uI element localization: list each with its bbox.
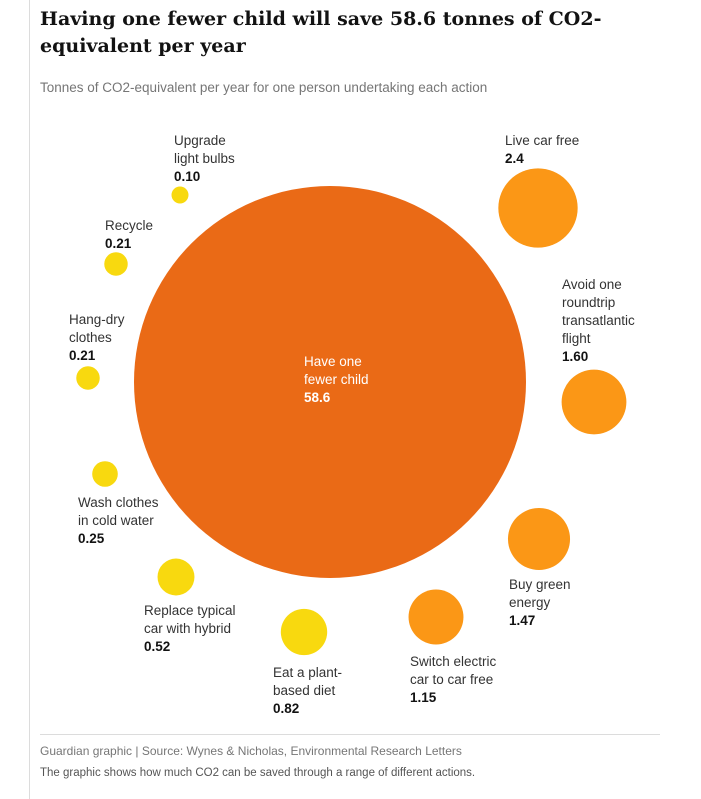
value-avoid-one-roundtrip-transatlantic-flight: 1.60 (562, 349, 588, 364)
value-upgrade-light-bulbs: 0.10 (174, 169, 200, 184)
bubble-switch-electric-car-to-car-free (408, 589, 464, 645)
label-live-car-free: Live car free (505, 133, 579, 148)
bubble-recycle (104, 252, 128, 276)
chart-note: The graphic shows how much CO2 can be sa… (40, 767, 476, 779)
bubble-replace-typical-car-with-hybrid (157, 558, 195, 596)
bubble-chart: Have one fewer child 58.6 Live car free 2.4 A… (69, 133, 635, 716)
bubble-avoid-one-roundtrip-transatlantic-flight (561, 369, 627, 435)
bubble-buy-green-energy (507, 507, 571, 571)
label-have-one-fewer-child: Have one fewer child (304, 354, 369, 387)
left-rule (29, 0, 30, 799)
value-eat-a-plant-based-diet: 0.82 (273, 701, 299, 716)
value-recycle: 0.21 (105, 236, 132, 251)
label-replace-typical-car-with-hybrid: Replace typical car with hybrid (144, 603, 236, 636)
label-avoid-one-roundtrip-transatlantic-flight: Avoid one roundtrip transatlantic flight (562, 277, 635, 346)
value-wash-clothes-in-cold-water: 0.25 (78, 531, 105, 546)
chart-title: Having one fewer child will save 58.6 to… (40, 8, 602, 57)
label-eat-a-plant-based-diet: Eat a plant-based diet (273, 665, 342, 698)
value-replace-typical-car-with-hybrid: 0.52 (144, 639, 170, 654)
value-buy-green-energy: 1.47 (509, 613, 535, 628)
label-switch-electric-car-to-car-free: Switch electric car to car free (410, 654, 497, 687)
label-buy-green-energy: Buy green energy (509, 577, 571, 610)
chart-subtitle: Tonnes of CO2-equivalent per year for on… (40, 80, 488, 95)
label-wash-clothes-in-cold-water: Wash clothes in cold water (78, 495, 159, 528)
value-switch-electric-car-to-car-free: 1.15 (410, 690, 437, 705)
label-upgrade-light-bulbs: Upgrade light bulbs (174, 133, 235, 166)
bubble-live-car-free (498, 168, 578, 248)
label-hang-dry-clothes: Hang-dry clothes (69, 312, 125, 345)
bubble-have-one-fewer-child (134, 186, 526, 578)
value-live-car-free: 2.4 (505, 151, 524, 166)
bubble-upgrade-light-bulbs (171, 186, 189, 204)
bubble-wash-clothes-in-cold-water (92, 461, 118, 487)
bubble-hang-dry-clothes (76, 366, 100, 390)
bubble-eat-a-plant-based-diet (280, 608, 328, 656)
source-credit: Guardian graphic | Source: Wynes & Nicho… (40, 744, 462, 758)
footer-divider (40, 734, 660, 735)
value-have-one-fewer-child: 58.6 (304, 390, 331, 405)
value-hang-dry-clothes: 0.21 (69, 348, 96, 363)
label-recycle: Recycle (105, 218, 153, 233)
